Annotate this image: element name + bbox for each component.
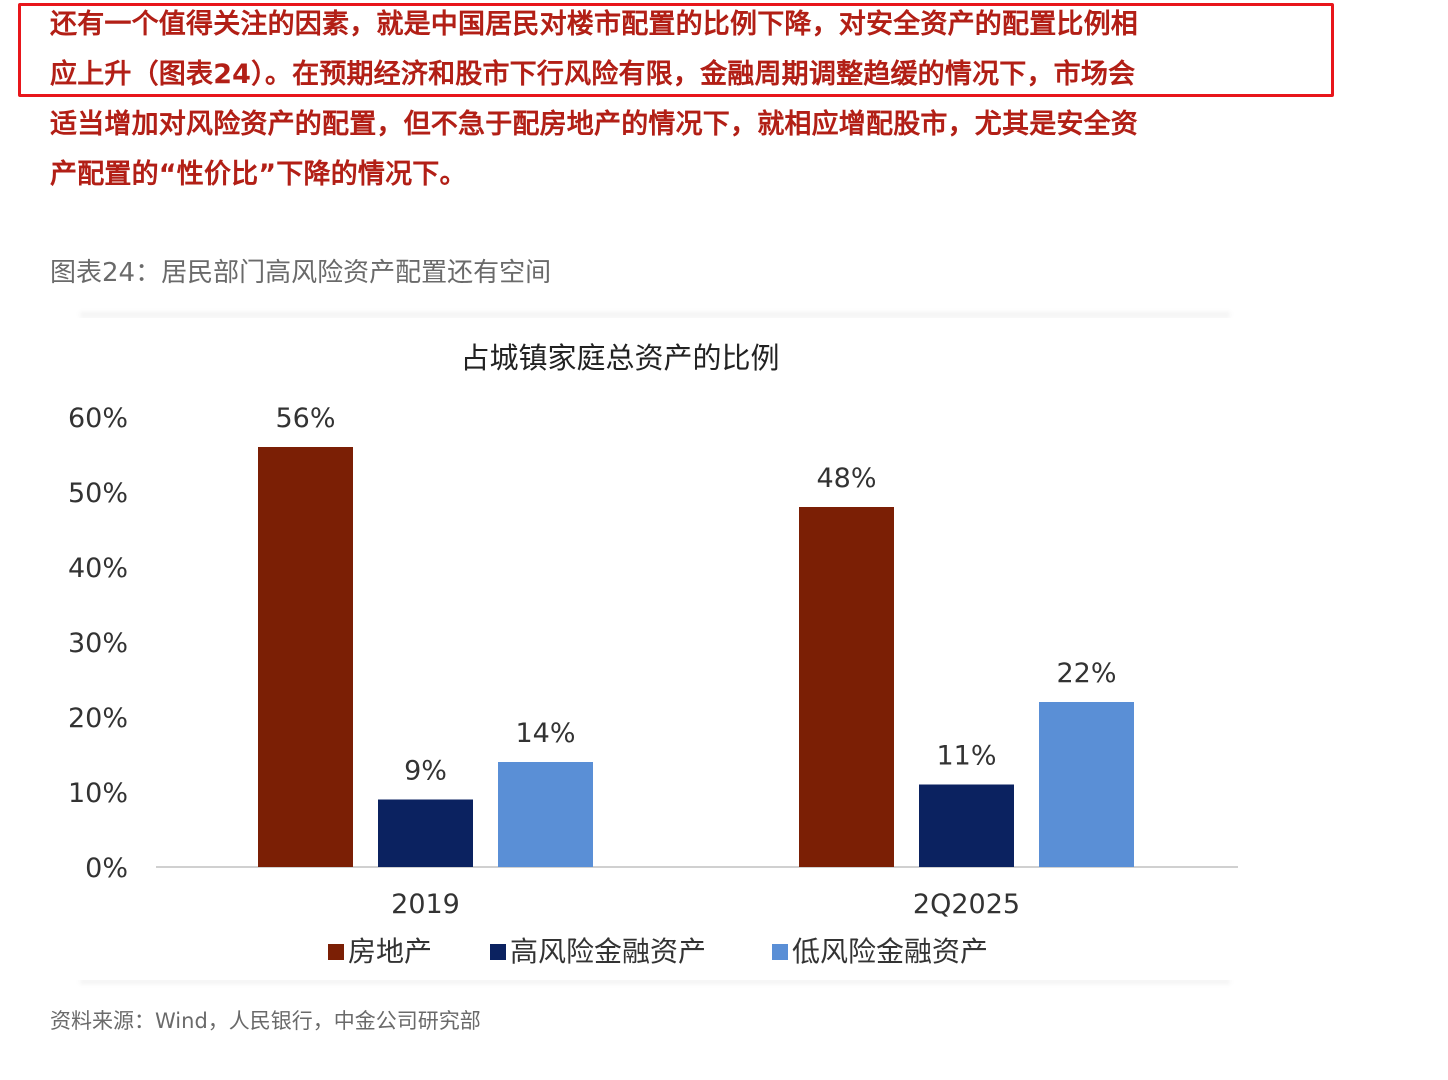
legend: 房地产 高风险金融资产 低风险金融资产: [328, 935, 988, 968]
data-label: 56%: [275, 403, 335, 434]
legend-label: 房地产: [348, 935, 432, 968]
y-tick-label: 60%: [68, 403, 128, 434]
paragraph-line: 还有一个值得关注的因素，就是中国居民对楼市配置的比例下降，对安全资产的配置比例相: [50, 9, 1138, 40]
bar: [1039, 702, 1134, 867]
y-tick-label: 10%: [68, 778, 128, 809]
chart-container: 占城镇家庭总资产的比例 0% 10% 20% 30% 40% 50% 60% 56% 9% 14…: [48, 318, 1258, 980]
bar: [919, 784, 1014, 867]
highlight-annotation-box: [18, 3, 1334, 97]
bar-chart: 占城镇家庭总资产的比例 0% 10% 20% 30% 40% 50% 60% 56% 9% 14…: [68, 341, 1238, 968]
paragraph-line: 适当增加对风险资产的配置，但不急于配房地产的情况下，就相应增配股市，尤其是安全资: [50, 109, 1138, 140]
legend-swatch: [772, 944, 788, 960]
bar: [498, 762, 593, 867]
y-tick-label: 50%: [68, 478, 128, 509]
x-tick-label: 2019: [391, 889, 460, 920]
legend-swatch: [490, 944, 506, 960]
x-axis-labels: 2019 2Q2025: [391, 889, 1020, 920]
chart-title: 占城镇家庭总资产的比例: [460, 341, 779, 375]
data-label: 9%: [404, 756, 447, 787]
legend-swatch: [328, 944, 344, 960]
chart-shadow: [80, 312, 1230, 322]
data-label: 11%: [936, 741, 996, 772]
paragraph-line: 产配置的“性价比”下降的情况下。: [50, 159, 467, 190]
bar: [258, 447, 353, 867]
data-label: 48%: [816, 463, 876, 494]
bar: [799, 507, 894, 867]
y-tick-label: 0%: [85, 853, 128, 884]
bars-group: 56% 9% 14% 48% 11% 22%: [258, 403, 1134, 867]
y-axis: 0% 10% 20% 30% 40% 50% 60%: [68, 403, 128, 884]
y-tick-label: 40%: [68, 553, 128, 584]
y-tick-label: 30%: [68, 628, 128, 659]
legend-label: 低风险金融资产: [792, 935, 988, 968]
y-tick-label: 20%: [68, 703, 128, 734]
data-label: 14%: [515, 718, 575, 749]
body-paragraph: 还有一个值得关注的因素，就是中国居民对楼市配置的比例下降，对安全资产的配置比例相…: [50, 0, 1280, 200]
bar: [378, 799, 473, 867]
data-label: 22%: [1056, 658, 1116, 689]
x-tick-label: 2Q2025: [913, 889, 1020, 920]
legend-label: 高风险金融资产: [510, 935, 706, 968]
paragraph-line: 应上升（图表24）。在预期经济和股市下行风险有限，金融周期调整趋缓的情况下，市场…: [50, 59, 1136, 90]
source-note: 资料来源：Wind，人民银行，中金公司研究部: [50, 1009, 481, 1033]
figure-caption: 图表24：居民部门高风险资产配置还有空间: [50, 258, 552, 288]
